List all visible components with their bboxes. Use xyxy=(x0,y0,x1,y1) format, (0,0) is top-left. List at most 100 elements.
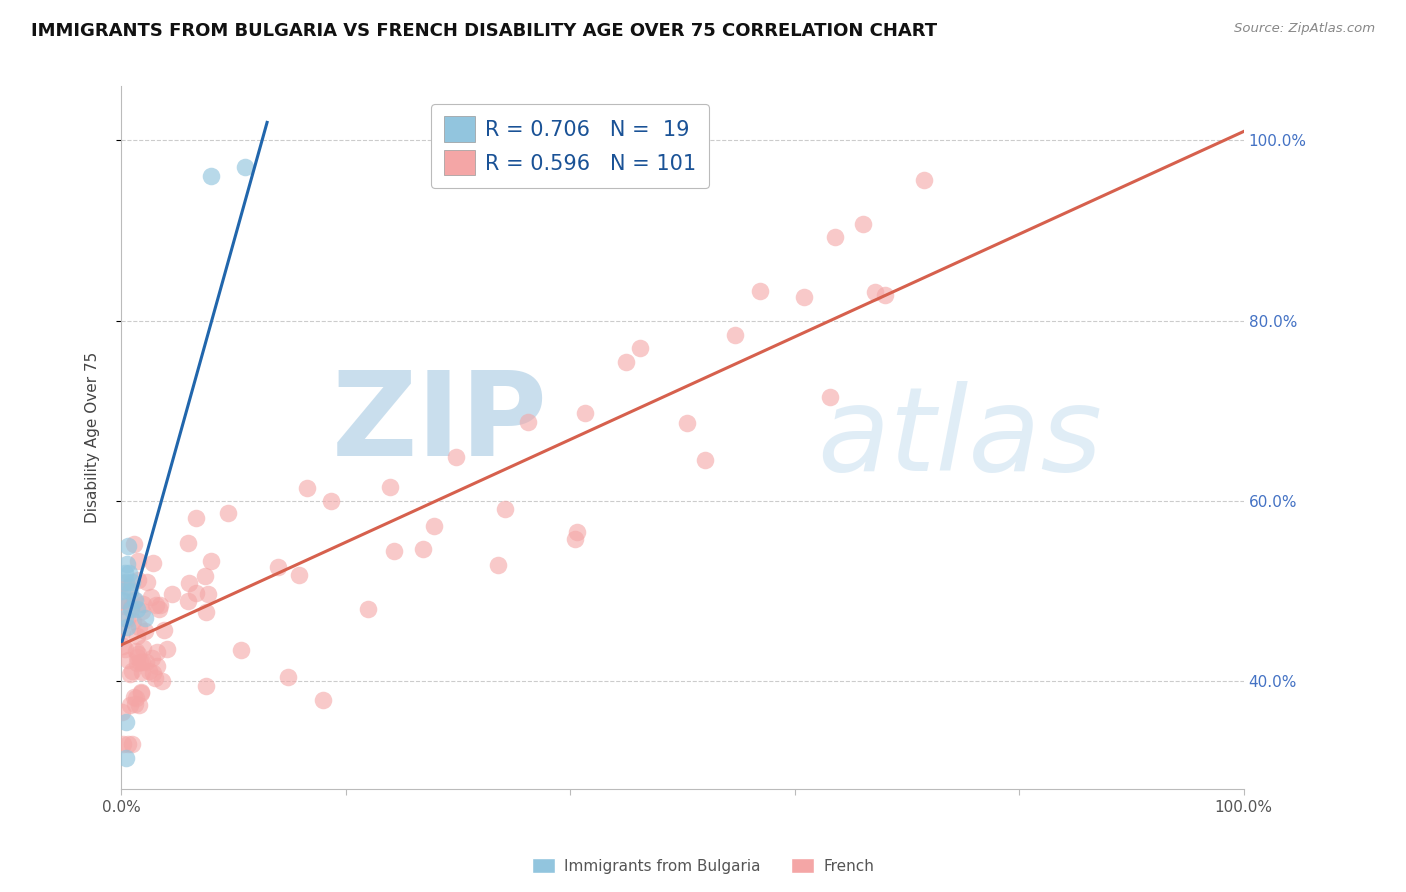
Point xyxy=(233,161,256,175)
Point xyxy=(121,664,143,678)
Point xyxy=(134,624,156,638)
Point xyxy=(114,750,136,764)
Point xyxy=(875,288,897,302)
Point xyxy=(120,602,142,616)
Point xyxy=(120,600,142,615)
Point xyxy=(125,657,148,671)
Point xyxy=(117,580,139,594)
Point xyxy=(156,642,179,657)
Point xyxy=(114,574,136,589)
Point xyxy=(378,480,401,494)
Point xyxy=(128,698,150,713)
Point xyxy=(114,611,136,625)
Point xyxy=(122,614,145,628)
Point xyxy=(150,673,173,688)
Point xyxy=(217,506,239,520)
Point xyxy=(852,217,875,231)
Point xyxy=(186,511,208,525)
Point xyxy=(277,670,299,684)
Point xyxy=(124,593,146,607)
Point xyxy=(120,667,142,681)
Point xyxy=(131,655,153,669)
Point xyxy=(122,690,145,705)
Point xyxy=(177,576,200,591)
Point xyxy=(115,620,138,634)
Point xyxy=(863,285,886,299)
Point xyxy=(288,567,311,582)
Point xyxy=(912,173,935,187)
Point xyxy=(142,665,165,680)
Point xyxy=(200,554,222,568)
Point xyxy=(177,536,200,550)
Point xyxy=(122,592,145,607)
Point xyxy=(112,737,135,751)
Point xyxy=(111,624,134,639)
Point xyxy=(146,659,169,673)
Point xyxy=(231,643,253,657)
Point xyxy=(115,611,138,625)
Point xyxy=(176,594,198,608)
Point xyxy=(574,406,596,420)
Point xyxy=(132,640,155,655)
Point xyxy=(412,541,434,556)
Point xyxy=(824,230,846,244)
Point xyxy=(112,576,135,591)
Point xyxy=(145,599,167,613)
Point xyxy=(112,639,135,653)
Point xyxy=(132,597,155,611)
Point xyxy=(121,574,143,589)
Point xyxy=(111,583,134,598)
Point xyxy=(131,665,153,679)
Point xyxy=(129,686,152,700)
Point xyxy=(117,737,139,751)
Point xyxy=(820,390,842,404)
Y-axis label: Disability Age Over 75: Disability Age Over 75 xyxy=(86,352,100,524)
Point xyxy=(134,611,156,625)
Point xyxy=(114,642,136,657)
Point xyxy=(142,556,165,570)
Text: Source: ZipAtlas.com: Source: ZipAtlas.com xyxy=(1234,22,1375,36)
Text: IMMIGRANTS FROM BULGARIA VS FRENCH DISABILITY AGE OVER 75 CORRELATION CHART: IMMIGRANTS FROM BULGARIA VS FRENCH DISAB… xyxy=(31,22,936,40)
Point xyxy=(494,502,516,516)
Point xyxy=(129,655,152,669)
Point xyxy=(200,169,222,184)
Point xyxy=(112,593,135,607)
Point xyxy=(114,566,136,580)
Point xyxy=(112,599,135,614)
Text: ZIP: ZIP xyxy=(332,367,548,481)
Point xyxy=(793,290,815,304)
Point xyxy=(129,685,152,699)
Point xyxy=(124,698,146,712)
Point xyxy=(675,416,697,430)
Point xyxy=(125,644,148,658)
Point xyxy=(122,537,145,551)
Point xyxy=(356,601,378,615)
Point xyxy=(186,586,208,600)
Legend: R = 0.706   N =  19, R = 0.596   N = 101: R = 0.706 N = 19, R = 0.596 N = 101 xyxy=(432,103,709,188)
Point xyxy=(382,544,405,558)
Point xyxy=(160,586,183,600)
Point xyxy=(444,450,467,464)
Point xyxy=(486,558,509,572)
Point xyxy=(146,645,169,659)
Point xyxy=(423,518,446,533)
Point xyxy=(135,655,157,669)
Point xyxy=(111,705,134,719)
Point xyxy=(125,691,148,706)
Text: atlas: atlas xyxy=(817,381,1102,495)
Point xyxy=(194,569,217,583)
Point xyxy=(148,601,170,615)
Point xyxy=(118,698,141,713)
Point xyxy=(127,573,149,587)
Point xyxy=(152,624,174,638)
Point xyxy=(614,355,637,369)
Point xyxy=(143,671,166,685)
Point xyxy=(141,651,163,665)
Point xyxy=(120,583,142,598)
Point xyxy=(115,557,138,571)
Point xyxy=(127,650,149,665)
Point xyxy=(567,524,589,539)
Point xyxy=(127,648,149,662)
Point xyxy=(117,653,139,667)
Point xyxy=(111,594,134,608)
